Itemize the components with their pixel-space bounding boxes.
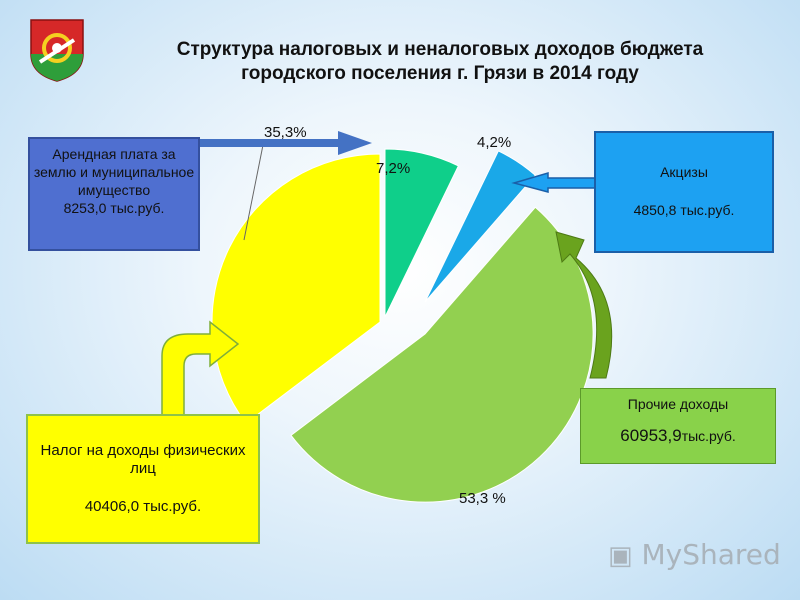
- label-7-2: 7,2%: [376, 160, 411, 177]
- watermark-icon: ▣: [608, 541, 633, 571]
- pie-slice-7-2: [384, 148, 460, 318]
- arenda-value: 8253,0 тыс.руб.: [63, 200, 165, 216]
- akcizy-name: Акцизы: [660, 164, 708, 180]
- prochie-value: 60953,9тыс.руб.: [581, 427, 775, 445]
- akcizy-box: Акцизы 4850,8 тыс.руб.: [594, 131, 774, 253]
- title-line-2: городского поселения г. Грязи в 2014 год…: [241, 63, 639, 84]
- green-curved-arrow: [555, 231, 613, 379]
- pie-slice-35-3: [211, 153, 381, 425]
- prochie-box: Прочие доходы 60953,9тыс.руб.: [580, 388, 776, 464]
- prochie-unit: тыс.руб.: [681, 428, 736, 444]
- arenda-box: Арендная плата за землю и муниципальное …: [28, 137, 200, 251]
- pie-slice-53-3: [290, 206, 594, 503]
- coat-of-arms-logo: [30, 19, 84, 82]
- arenda-name: Арендная плата за землю и муниципальное …: [33, 146, 195, 198]
- leader-line: [243, 139, 265, 241]
- ndfl-box: Налог на доходы физических лиц 40406,0 т…: [26, 414, 260, 544]
- label-4-2: 4,2%: [477, 134, 512, 151]
- label-53-3: 53,3 %: [459, 490, 506, 507]
- akcizy-value: 4850,8 тыс.руб.: [633, 202, 735, 218]
- ndfl-name: Налог на доходы физических лиц: [40, 442, 246, 477]
- prochie-name: Прочие доходы: [627, 396, 729, 412]
- ndfl-value: 40406,0 тыс.руб.: [84, 498, 202, 515]
- title-line-1: Структура налоговых и неналоговых доходо…: [176, 39, 704, 60]
- blue-arrow-right: [200, 131, 372, 155]
- pie-slice-4-2: [424, 150, 537, 303]
- yellow-bent-arrow: [161, 320, 240, 417]
- label-35-3: 35,3%: [264, 124, 307, 141]
- chart-title: Структура налоговых и неналоговых доходо…: [95, 38, 785, 86]
- watermark-text: MyShared: [641, 538, 781, 571]
- prochie-number: 60953,9: [620, 426, 682, 445]
- watermark: ▣ MyShared: [608, 538, 781, 571]
